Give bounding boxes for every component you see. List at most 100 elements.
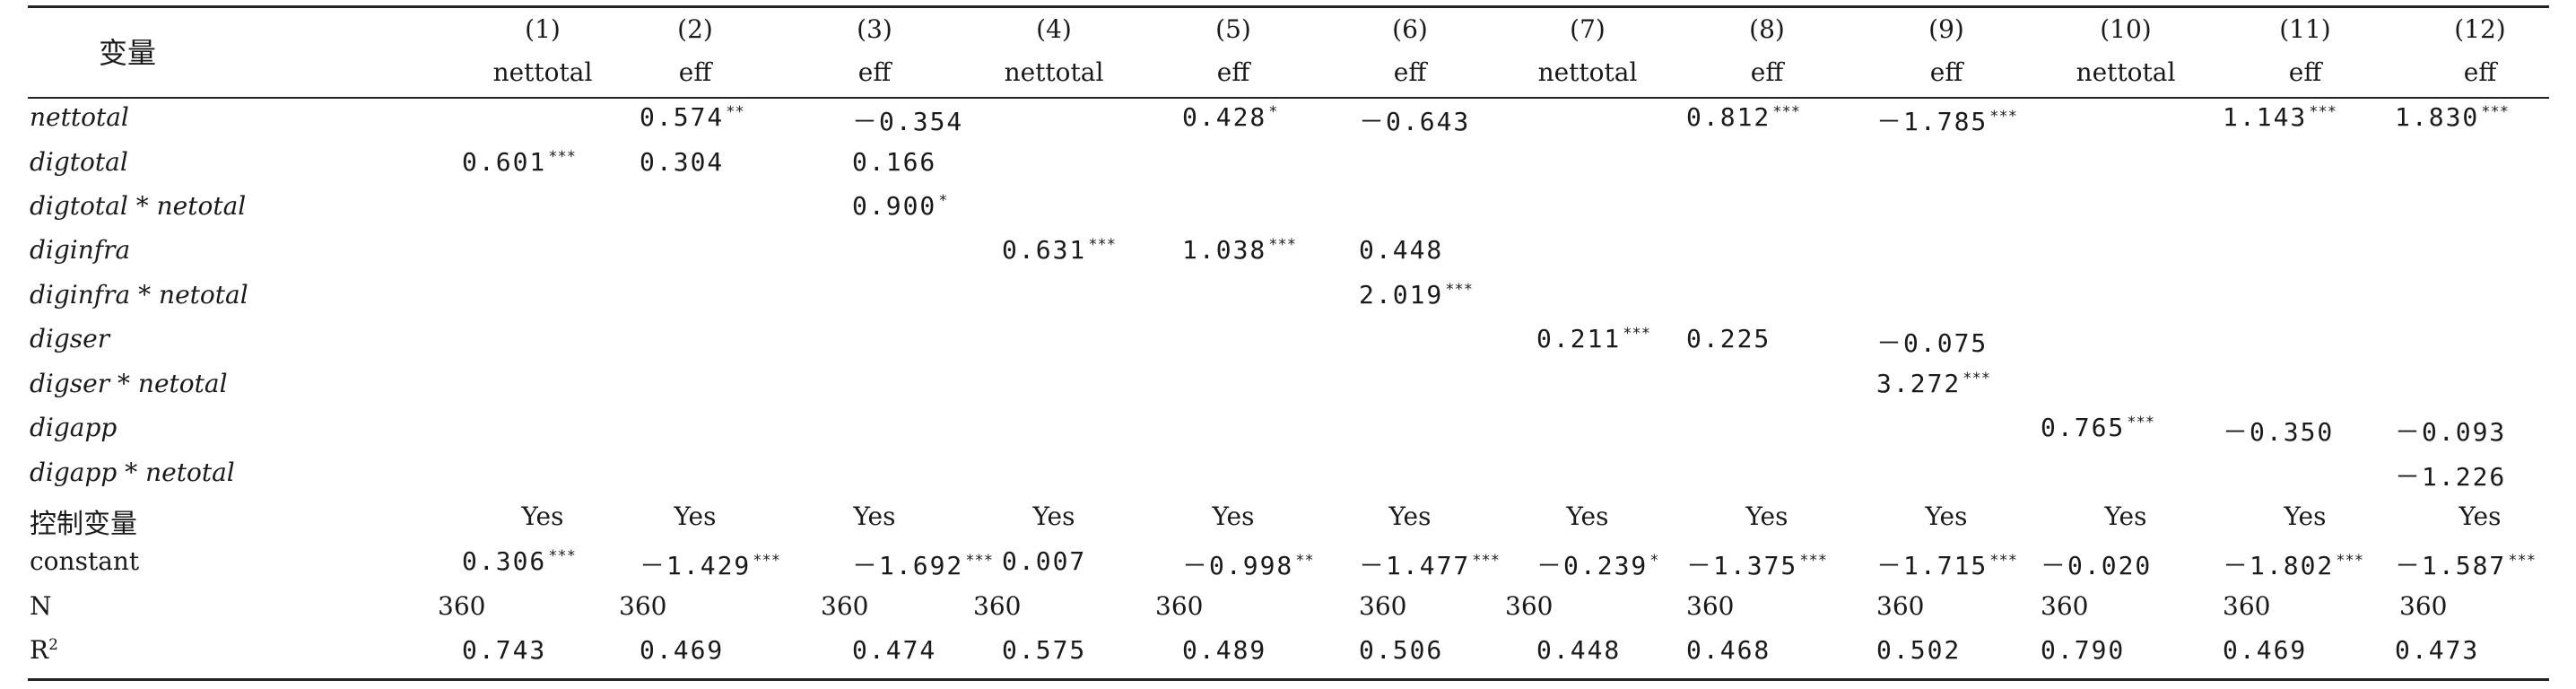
table-cell: －0.093 bbox=[2395, 417, 2507, 447]
table-cell: 360 bbox=[2041, 591, 2089, 621]
table-cell: 1.038 *** bbox=[1182, 235, 1297, 265]
dependent-variable: nettotal bbox=[2076, 57, 2176, 87]
table-cell: 0.575 bbox=[1002, 635, 1087, 665]
dependent-variable: eff bbox=[857, 57, 892, 87]
column-number: (7) bbox=[1570, 14, 1606, 44]
significance-stars: * bbox=[1268, 103, 1278, 121]
row-label: digtotal * netotal bbox=[30, 191, 247, 221]
table-cell: 360 bbox=[1686, 591, 1735, 621]
table-cell: Yes bbox=[674, 501, 717, 531]
table-cell: Yes bbox=[853, 501, 896, 531]
table-cell: －1.802 *** bbox=[2223, 551, 2364, 580]
table-cell: Yes bbox=[1032, 501, 1075, 531]
significance-stars: *** bbox=[1472, 552, 1501, 570]
table-cell: 3.272 *** bbox=[1876, 369, 1991, 398]
bottom-rule bbox=[28, 678, 2549, 681]
table-cell: －0.350 bbox=[2223, 417, 2335, 447]
column-number: (4) bbox=[1036, 14, 1072, 44]
table-cell: 0.448 bbox=[1359, 235, 1444, 265]
row-label: constant bbox=[30, 546, 140, 576]
significance-stars: ** bbox=[726, 103, 744, 121]
column-number: (9) bbox=[1928, 14, 1964, 44]
row-label: digser bbox=[30, 324, 110, 353]
table-cell: Yes bbox=[1388, 501, 1432, 531]
table-cell: 0.601 *** bbox=[462, 147, 577, 177]
table-cell: 360 bbox=[1359, 591, 1407, 621]
table-cell: 0.448 bbox=[1536, 635, 1622, 665]
significance-stars: *** bbox=[1088, 236, 1117, 254]
significance-stars: *** bbox=[2508, 552, 2537, 570]
significance-stars: *** bbox=[1989, 552, 2018, 570]
table-cell: 0.469 bbox=[640, 635, 725, 665]
dependent-variable: eff bbox=[1750, 57, 1784, 87]
column-number: (8) bbox=[1749, 14, 1785, 44]
table-cell: 1.143 *** bbox=[2223, 102, 2337, 132]
column-number: (6) bbox=[1392, 14, 1428, 44]
significance-stars: *** bbox=[1268, 236, 1297, 254]
table-cell: Yes bbox=[2284, 501, 2327, 531]
dependent-variable: eff bbox=[1216, 57, 1250, 87]
row-label: diginfra bbox=[30, 235, 131, 265]
significance-stars: *** bbox=[2309, 103, 2337, 121]
dependent-variable: eff bbox=[678, 57, 712, 87]
column-number: (12) bbox=[2454, 14, 2506, 44]
row-label: digtotal bbox=[30, 147, 128, 177]
table-cell: 0.743 bbox=[462, 635, 547, 665]
table-cell: Yes bbox=[1925, 501, 1968, 531]
dependent-variable: eff bbox=[1929, 57, 1963, 87]
significance-stars: * bbox=[1649, 552, 1659, 570]
table-cell: －1.375 *** bbox=[1686, 551, 1828, 580]
table-cell: Yes bbox=[2104, 501, 2147, 531]
table-cell: 2.019 *** bbox=[1359, 280, 1474, 310]
table-cell: －1.692 *** bbox=[852, 551, 994, 580]
table-cell: 0.306 *** bbox=[462, 546, 577, 576]
table-cell: Yes bbox=[2459, 501, 2502, 531]
dependent-variable: eff bbox=[2463, 57, 2497, 87]
table-cell: 0.812 *** bbox=[1686, 102, 1801, 132]
column-number: (3) bbox=[857, 14, 892, 44]
table-cell: －0.020 bbox=[2041, 551, 2153, 580]
dependent-variable: eff bbox=[1393, 57, 1427, 87]
significance-stars: *** bbox=[548, 547, 577, 565]
row-label: digapp * netotal bbox=[30, 458, 235, 487]
row-label: digapp bbox=[30, 413, 117, 442]
table-cell: －1.477 *** bbox=[1359, 551, 1501, 580]
table-cell: 360 bbox=[2223, 591, 2271, 621]
row-label: digser * netotal bbox=[30, 369, 228, 398]
table-cell: －0.998 ** bbox=[1182, 551, 1314, 580]
top-rule bbox=[28, 5, 2549, 8]
dependent-variable: nettotal bbox=[1537, 57, 1638, 87]
table-cell: 0.007 bbox=[1002, 546, 1087, 576]
significance-stars: *** bbox=[1799, 552, 1828, 570]
table-cell: 360 bbox=[1876, 591, 1925, 621]
significance-stars: *** bbox=[1962, 370, 1991, 388]
table-cell: 360 bbox=[1505, 591, 1553, 621]
significance-stars: *** bbox=[965, 552, 994, 570]
row-label: 控制变量 bbox=[30, 509, 137, 540]
table-cell: 360 bbox=[1155, 591, 1204, 621]
table-cell: Yes bbox=[1745, 501, 1788, 531]
table-cell: 0.225 bbox=[1686, 324, 1771, 353]
table-cell: －1.785 *** bbox=[1876, 107, 2018, 136]
significance-stars: *** bbox=[1445, 281, 1474, 299]
table-cell: 0.790 bbox=[2041, 635, 2126, 665]
significance-stars: *** bbox=[548, 148, 577, 166]
table-cell: 0.474 bbox=[852, 635, 937, 665]
table-cell: 1.830 *** bbox=[2395, 102, 2510, 132]
table-cell: 0.502 bbox=[1876, 635, 1962, 665]
significance-stars: *** bbox=[1623, 325, 1651, 343]
row-label: N bbox=[30, 591, 52, 621]
significance-stars: * bbox=[938, 192, 948, 210]
table-cell: 0.469 bbox=[2223, 635, 2308, 665]
row-label: nettotal bbox=[30, 102, 129, 132]
dependent-variable: nettotal bbox=[492, 57, 593, 87]
table-cell: －1.429 *** bbox=[640, 551, 781, 580]
table-cell: 360 bbox=[438, 591, 486, 621]
row-label: R2 bbox=[30, 635, 58, 665]
table-cell: －0.239 * bbox=[1536, 551, 1659, 580]
table-cell: －0.075 bbox=[1876, 328, 1989, 358]
column-number: (11) bbox=[2279, 14, 2331, 44]
column-number: (5) bbox=[1215, 14, 1251, 44]
table-cell: 360 bbox=[619, 591, 667, 621]
column-number: (10) bbox=[2100, 14, 2152, 44]
